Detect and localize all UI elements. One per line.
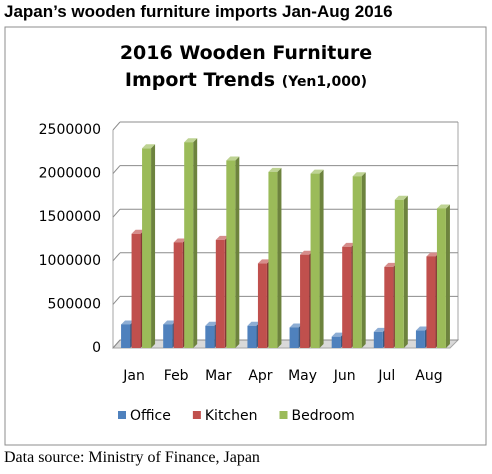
bar-top <box>342 242 356 247</box>
grid-line-depth <box>112 252 121 262</box>
bar <box>310 173 320 348</box>
bar <box>300 254 310 348</box>
heading: Japan’s wooden furniture imports Jan-Aug… <box>4 2 393 21</box>
bar-top <box>173 238 187 243</box>
bar <box>384 266 394 348</box>
grid-line-depth <box>112 208 121 218</box>
bar-top <box>384 262 398 267</box>
bar-top <box>268 167 282 172</box>
bar <box>342 246 352 348</box>
source-note: Data source: Ministry of Finance, Japan <box>4 449 260 466</box>
y-tick-label: 1000000 <box>39 253 101 269</box>
bar <box>184 142 194 348</box>
bar <box>257 263 267 348</box>
bar-side <box>445 204 450 348</box>
y-tick-label: 500000 <box>48 296 101 312</box>
bar-side <box>361 172 366 348</box>
bar <box>121 324 131 348</box>
x-tick-label: Feb <box>164 368 189 384</box>
bar <box>205 325 215 348</box>
grid-line-depth <box>112 296 121 305</box>
bar-top <box>205 321 219 326</box>
legend-label: Kitchen <box>205 408 258 424</box>
bar-side <box>151 144 156 348</box>
grid-line-depth <box>112 339 121 349</box>
bar <box>173 242 183 348</box>
bar-side <box>193 138 198 348</box>
bar <box>131 233 141 348</box>
bar <box>331 336 341 348</box>
bar <box>373 331 383 348</box>
x-tick-label: Mar <box>205 368 232 384</box>
bar <box>163 324 173 348</box>
y-tick-label: 2000000 <box>39 166 101 182</box>
bar-top <box>415 326 429 331</box>
bar-top <box>142 144 156 149</box>
bar-top <box>163 320 177 325</box>
bar <box>426 256 436 348</box>
bar <box>394 199 404 348</box>
bar-top <box>247 321 261 326</box>
chart-title-box: 2016 Wooden Furniture Import Trends (Yen… <box>96 40 396 96</box>
bar-top <box>215 235 229 240</box>
x-tick-label: Apr <box>248 368 272 384</box>
bar-top <box>373 327 387 332</box>
x-tick-label: Jan <box>122 368 145 384</box>
bar <box>415 330 425 348</box>
grid-line-depth <box>112 121 121 131</box>
legend-swatch <box>279 411 288 419</box>
bar-top <box>394 195 408 200</box>
chart-subtitle: (Yen1,000) <box>281 74 368 90</box>
legend-swatch <box>192 411 201 419</box>
legend-label: Office <box>130 408 171 424</box>
bar <box>247 325 257 348</box>
bar-side <box>319 169 324 348</box>
x-tick-label: Jun <box>333 368 356 384</box>
bar-top <box>257 259 271 264</box>
x-tick-label: May <box>288 368 317 384</box>
bar-top <box>436 204 450 209</box>
y-tick-label: 0 <box>92 340 101 356</box>
bar <box>436 208 446 348</box>
legend-swatch <box>118 411 126 419</box>
chart-title: 2016 Wooden Furniture Import Trends <box>119 42 373 91</box>
bar <box>268 171 278 348</box>
bar-top <box>300 250 314 255</box>
bar-top <box>121 320 135 325</box>
bar-top <box>310 169 324 174</box>
legend-label: Bedroom <box>292 408 355 424</box>
bar-top <box>331 332 345 337</box>
bar <box>215 239 225 348</box>
bar <box>289 327 299 348</box>
x-tick-label: Aug <box>415 368 442 384</box>
bar-side <box>403 195 408 348</box>
bar-side <box>235 156 240 348</box>
y-tick-label: 2500000 <box>39 122 101 138</box>
bar-top <box>131 229 145 234</box>
x-tick-label: Jul <box>377 368 395 384</box>
bar <box>142 148 152 348</box>
bar-side <box>277 167 282 348</box>
bar-top <box>426 252 440 257</box>
y-tick-label: 1500000 <box>39 209 101 225</box>
plot-wall <box>113 122 458 348</box>
bar-top <box>226 156 240 161</box>
bar <box>352 176 362 348</box>
grid-line-depth <box>112 165 121 174</box>
bar-top <box>352 172 366 177</box>
bar-top <box>184 138 198 143</box>
bar-top <box>289 323 303 328</box>
bar <box>226 160 236 348</box>
